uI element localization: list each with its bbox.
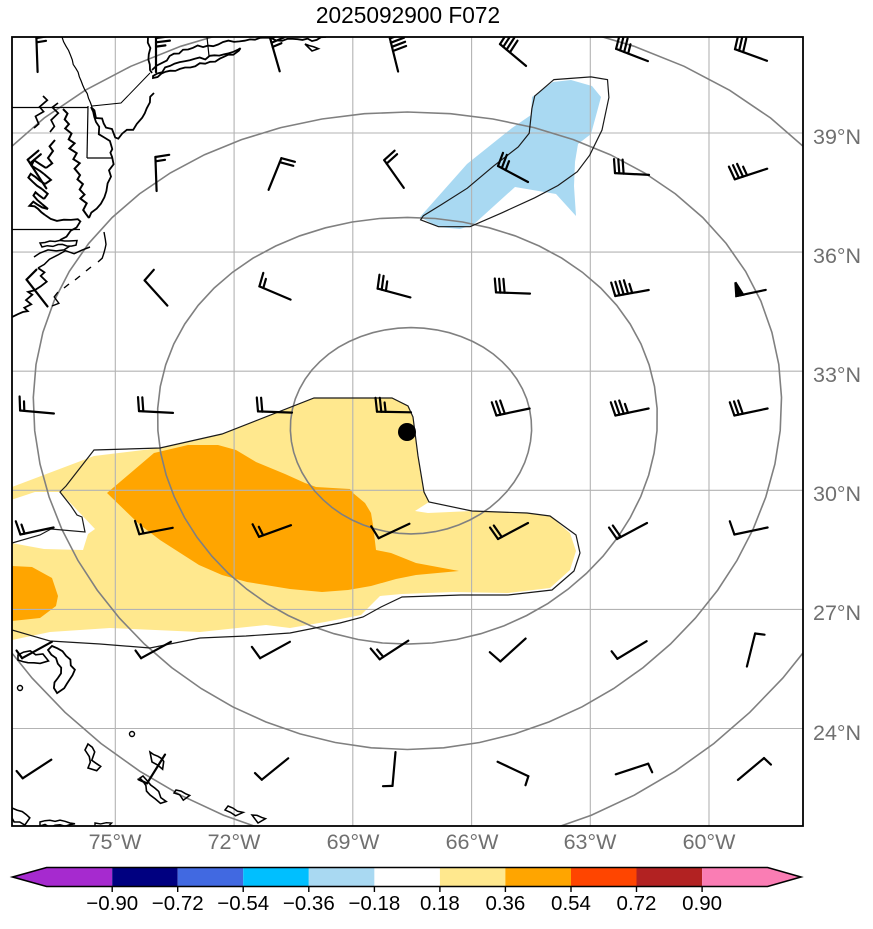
- svg-text:−0.54: −0.54: [217, 892, 269, 915]
- svg-text:2025092900 F072: 2025092900 F072: [316, 2, 500, 28]
- svg-text:60°W: 60°W: [683, 830, 737, 854]
- svg-text:−0.72: −0.72: [152, 892, 204, 915]
- svg-text:72°W: 72°W: [208, 830, 262, 854]
- svg-text:−0.36: −0.36: [283, 892, 335, 915]
- svg-text:24°N: 24°N: [813, 721, 861, 745]
- svg-text:66°W: 66°W: [446, 830, 500, 854]
- svg-text:27°N: 27°N: [813, 601, 861, 625]
- svg-text:30°N: 30°N: [813, 482, 861, 506]
- svg-text:63°W: 63°W: [564, 830, 618, 854]
- svg-text:36°N: 36°N: [813, 244, 861, 268]
- svg-text:0.54: 0.54: [551, 892, 591, 915]
- svg-text:0.72: 0.72: [617, 892, 657, 915]
- svg-text:0.18: 0.18: [420, 892, 460, 915]
- svg-text:69°W: 69°W: [327, 830, 381, 854]
- svg-text:−0.18: −0.18: [348, 892, 400, 915]
- svg-text:33°N: 33°N: [813, 363, 861, 387]
- svg-text:75°W: 75°W: [89, 830, 143, 854]
- svg-text:0.90: 0.90: [682, 892, 722, 915]
- svg-text:0.36: 0.36: [485, 892, 525, 915]
- svg-text:39°N: 39°N: [813, 125, 861, 149]
- svg-text:−0.90: −0.90: [86, 892, 138, 915]
